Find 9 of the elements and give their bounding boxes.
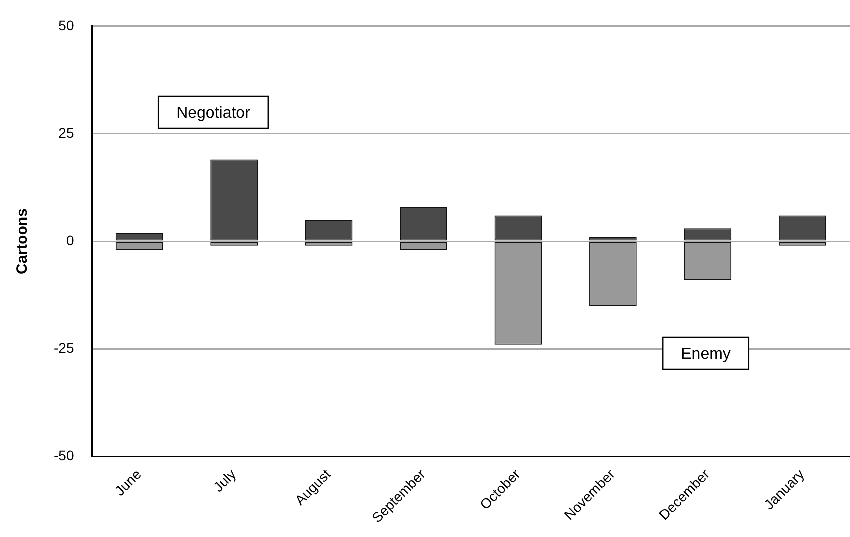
y-tick-label: -25 [54,340,74,356]
y-tick-label: 50 [58,17,74,34]
x-tick-label: July [210,466,240,496]
y-axis-title: Cartoons [14,208,32,274]
y-tick-label: -50 [54,448,74,464]
annotation: Enemy [681,346,731,363]
annotation: Negotiator [176,104,252,122]
y-tick-label: 25 [58,124,74,141]
y-tick-label: 0 [66,232,74,248]
